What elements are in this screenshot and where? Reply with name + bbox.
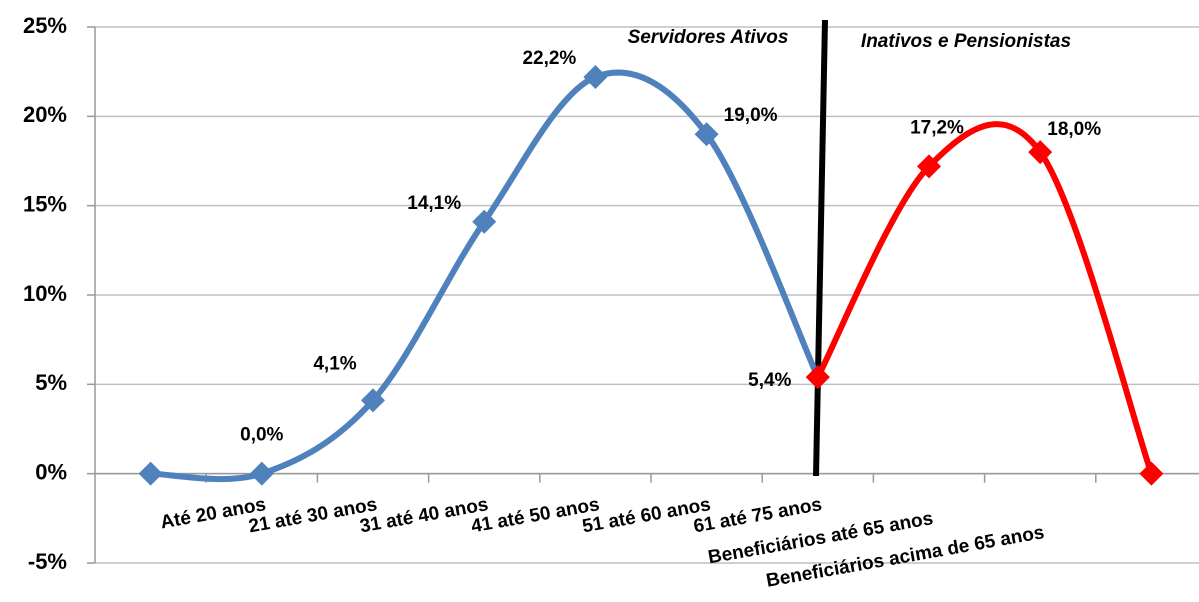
data-label: 4,1%: [313, 353, 356, 374]
annotation: Inativos e Pensionistas: [861, 31, 1071, 52]
y-tick-label: 10%: [23, 281, 67, 306]
marker: [138, 461, 163, 486]
y-tick-label: 20%: [23, 102, 67, 127]
data-label: 14,1%: [407, 193, 461, 214]
annotation: Servidores Ativos: [628, 27, 789, 48]
marker: [583, 65, 608, 90]
y-tick-label: 0%: [35, 459, 67, 484]
y-tick-label: 25%: [23, 13, 67, 38]
line: [150, 69, 821, 483]
data-label: 0,0%: [240, 425, 283, 446]
divider: [813, 19, 828, 477]
marker: [1139, 461, 1164, 486]
data-label: 22,2%: [522, 48, 576, 69]
line: [815, 121, 1155, 475]
data-label: 19,0%: [724, 105, 778, 126]
y-tick-label: 5%: [35, 370, 67, 395]
data-label: 18,0%: [1047, 119, 1101, 140]
marker: [361, 388, 385, 413]
y-tick-label: -5%: [28, 549, 67, 574]
data-label: 17,2%: [910, 117, 964, 138]
marker: [805, 365, 830, 390]
data-label: 5,4%: [748, 370, 791, 391]
marker: [917, 154, 941, 179]
marker: [694, 122, 719, 147]
marker: [249, 461, 274, 486]
marker: [1028, 140, 1053, 165]
y-tick-label: 15%: [23, 191, 67, 216]
marker: [472, 209, 497, 234]
